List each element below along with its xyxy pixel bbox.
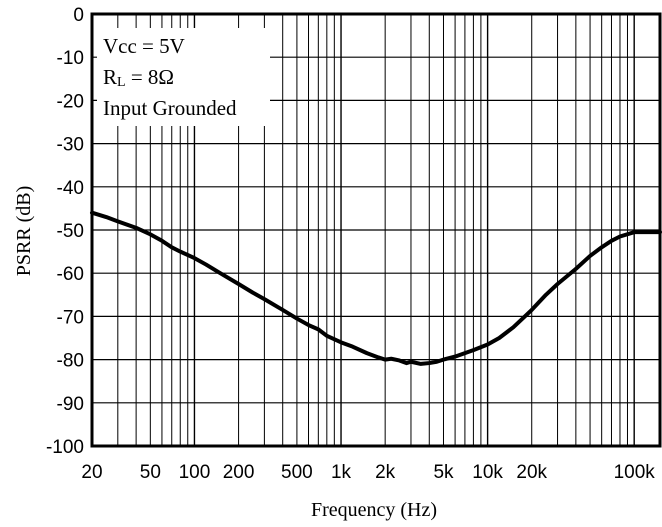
psrr-series-line [90, 210, 662, 366]
x-tick-label: 200 [223, 462, 255, 483]
annotation-box: Vcc = 5V RL = 8Ω Input Grounded [97, 28, 270, 126]
y-tick-label: -100 [46, 437, 84, 458]
y-tick-labels: 0 -10 -20 -30 -40 -50 -60 -70 -80 -90 -100 [46, 5, 84, 458]
y-tick-label: 0 [73, 5, 84, 26]
x-tick-label: 10k [472, 462, 503, 483]
annotation-background [97, 28, 270, 126]
y-tick-label: -10 [57, 48, 84, 69]
y-tick-label: -60 [57, 264, 84, 285]
x-tick-label: 5k [433, 462, 454, 483]
x-tick-label: 20 [81, 462, 102, 483]
y-tick-label: -70 [57, 307, 84, 328]
annotation-rl-rest: = 8Ω [126, 65, 174, 89]
x-tick-label: 100k [614, 462, 656, 483]
annotation-rl-main: R [103, 65, 117, 89]
annotation-vcc: Vcc = 5V [103, 34, 185, 58]
x-axis-title: Frequency (Hz) [311, 499, 437, 521]
x-tick-label: 100 [179, 462, 211, 483]
plot-frame [90, 12, 662, 448]
y-tick-label: -50 [57, 221, 84, 242]
y-tick-label: -80 [57, 351, 84, 372]
annotation-rl: RL = 8Ω [103, 65, 174, 90]
y-tick-label: -40 [57, 178, 84, 199]
y-tick-label: -20 [57, 91, 84, 112]
y-axis-title: PSRR (dB) [13, 186, 35, 277]
x-tick-label: 500 [281, 462, 313, 483]
annotation-input: Input Grounded [103, 96, 237, 120]
y-tick-label: -30 [57, 135, 84, 156]
series-layer [90, 210, 662, 366]
x-tick-label: 1k [331, 462, 352, 483]
y-tick-label: -90 [57, 394, 84, 415]
x-tick-labels: 20 50 100 200 500 1k 2k 5k 10k 20k 100k [81, 462, 655, 483]
annotation-rl-sub: L [117, 75, 126, 90]
x-tick-label: 2k [375, 462, 396, 483]
x-tick-label: 50 [140, 462, 161, 483]
x-tick-label: 20k [516, 462, 547, 483]
